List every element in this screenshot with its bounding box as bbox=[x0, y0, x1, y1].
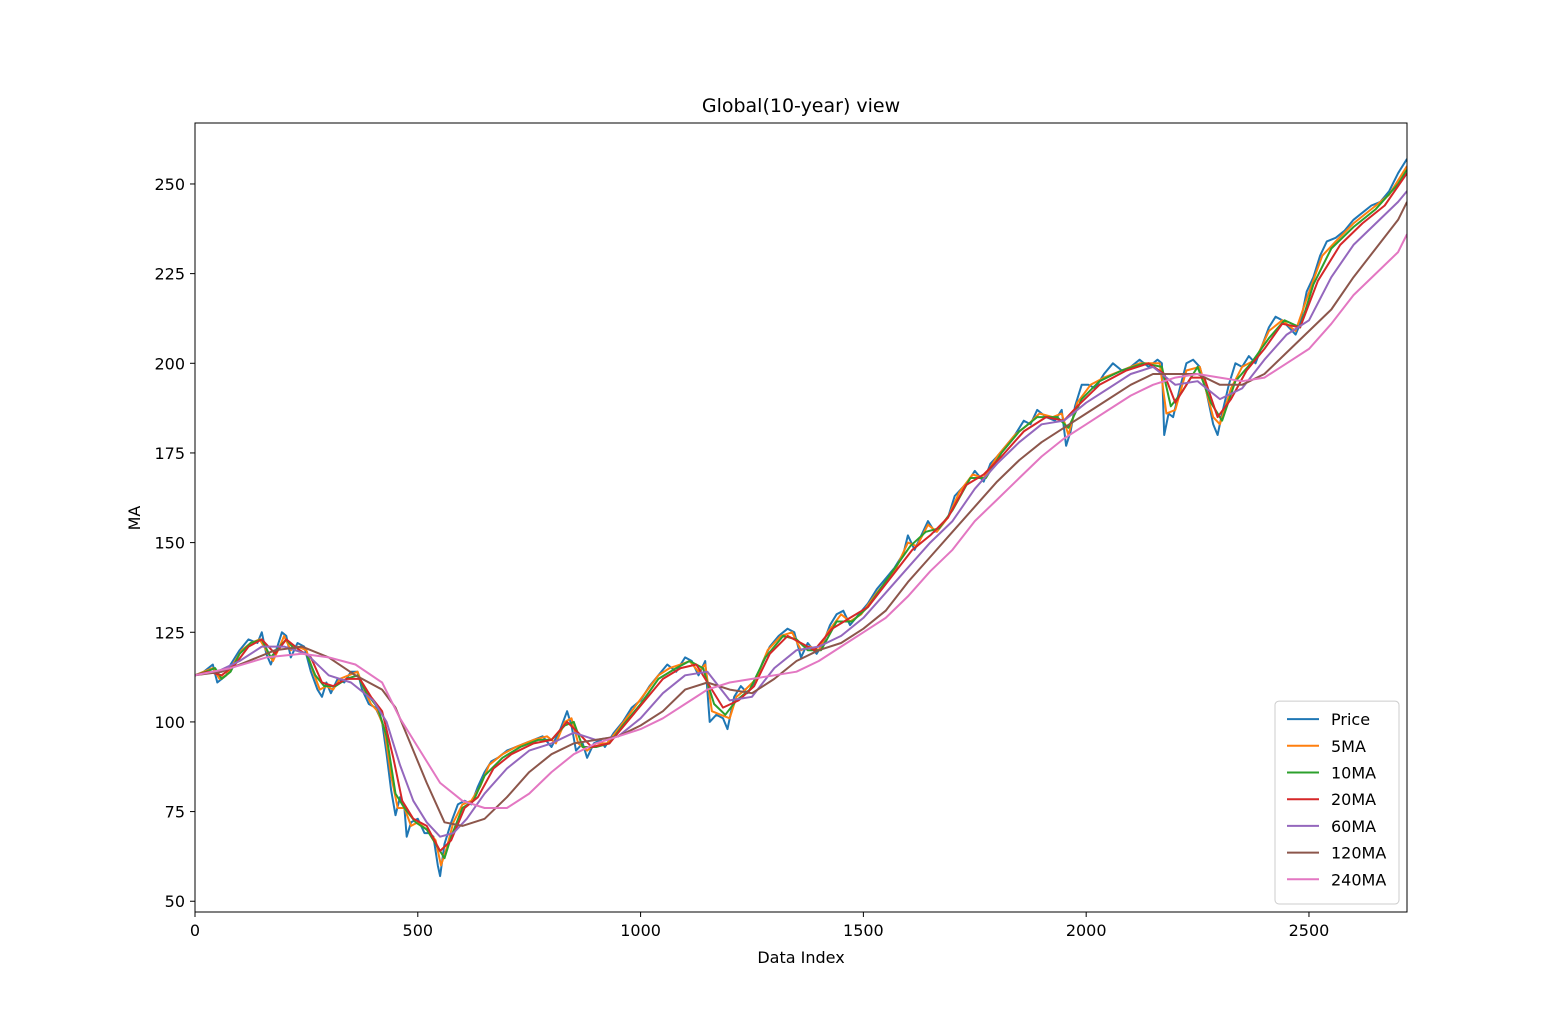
y-axis: 50 75 100 125 150 175 200 225 250 bbox=[154, 175, 195, 911]
x-tick-label: 1500 bbox=[843, 921, 884, 940]
y-tick-label: 75 bbox=[165, 803, 185, 822]
legend-label: 240MA bbox=[1331, 870, 1386, 889]
x-axis: 0 500 1000 1500 2000 2500 bbox=[190, 912, 1329, 940]
legend: Price 5MA 10MA 20MA 60MA 120MA 240MA bbox=[1274, 700, 1400, 905]
y-tick-label: 200 bbox=[154, 354, 185, 373]
x-tick-label: 2000 bbox=[1066, 921, 1107, 940]
legend-label: 5MA bbox=[1331, 737, 1366, 756]
x-tick-label: 500 bbox=[403, 921, 434, 940]
y-axis-title: MA bbox=[125, 506, 144, 531]
series-line-240ma bbox=[195, 233, 1407, 809]
y-tick-label: 225 bbox=[154, 265, 185, 284]
legend-label: 120MA bbox=[1331, 844, 1386, 863]
series-layer bbox=[195, 158, 1407, 878]
legend-label: 10MA bbox=[1331, 764, 1376, 783]
chart-title: Global(10-year) view bbox=[702, 95, 900, 117]
y-tick-label: 150 bbox=[154, 534, 185, 553]
y-tick-label: 50 bbox=[165, 892, 185, 911]
series-line-120ma bbox=[195, 201, 1407, 827]
x-tick-label: 0 bbox=[190, 921, 200, 940]
y-tick-label: 125 bbox=[154, 623, 185, 642]
x-tick-label: 1000 bbox=[620, 921, 661, 940]
y-tick-label: 250 bbox=[154, 175, 185, 194]
series-line-20ma bbox=[195, 172, 1407, 852]
x-axis-title: Data Index bbox=[757, 948, 844, 967]
y-tick-label: 175 bbox=[154, 444, 185, 463]
legend-label: 60MA bbox=[1331, 817, 1376, 836]
x-tick-label: 2500 bbox=[1289, 921, 1330, 940]
y-tick-label: 100 bbox=[154, 713, 185, 732]
series-line-10ma bbox=[195, 169, 1407, 860]
legend-label: 20MA bbox=[1331, 790, 1376, 809]
series-line-60ma bbox=[195, 190, 1407, 838]
plot-frame bbox=[194, 122, 1408, 913]
legend-label: Price bbox=[1331, 710, 1370, 729]
